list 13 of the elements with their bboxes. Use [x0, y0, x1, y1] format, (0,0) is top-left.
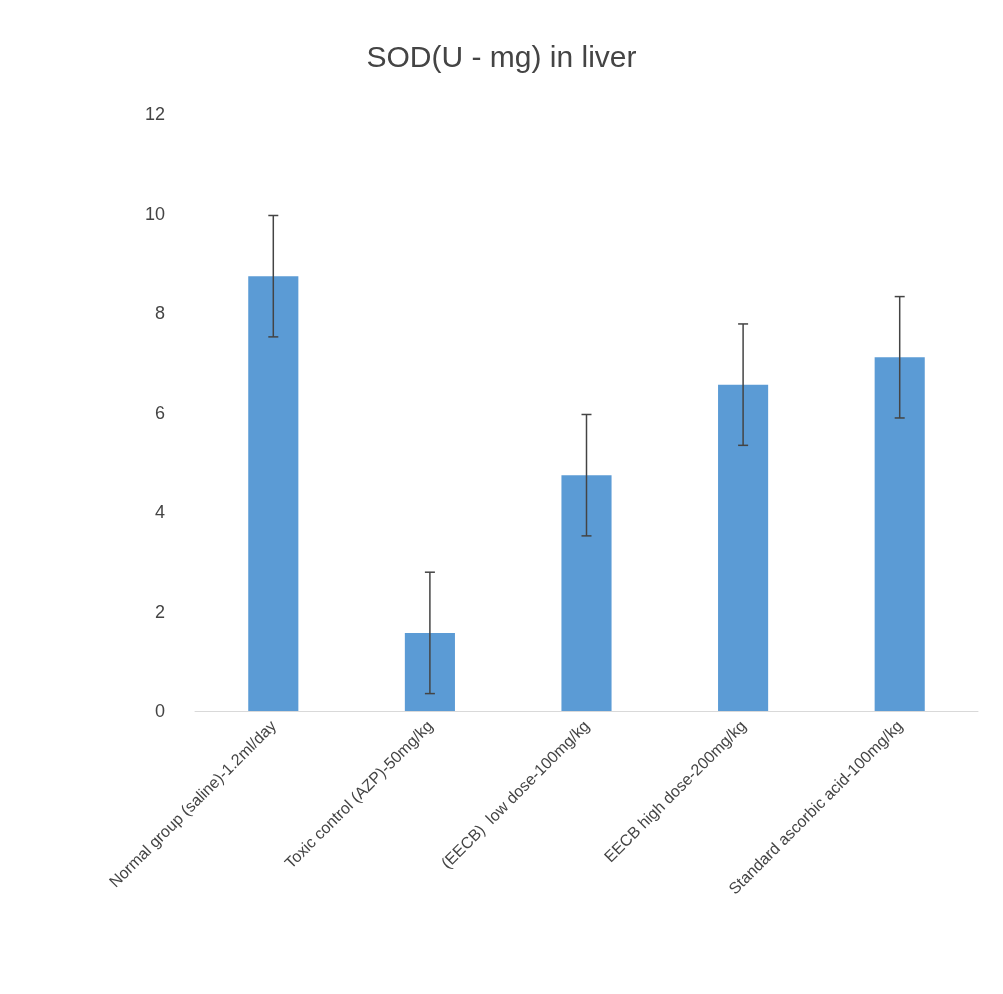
y-tick-label: 8	[154, 303, 165, 323]
y-tick-label: 2	[154, 601, 165, 622]
y-tick-label: 0	[154, 701, 165, 721]
y-tick-label: 12	[144, 104, 165, 124]
bar	[718, 384, 769, 711]
y-tick-label: 4	[154, 502, 165, 522]
bar	[874, 357, 925, 711]
y-tick-label: 6	[154, 402, 165, 423]
bar	[404, 632, 455, 711]
bar	[561, 475, 612, 711]
bar	[248, 276, 299, 711]
chart-title: SOD(U - mg) in liver	[366, 39, 637, 73]
y-tick-label: 10	[144, 203, 165, 224]
